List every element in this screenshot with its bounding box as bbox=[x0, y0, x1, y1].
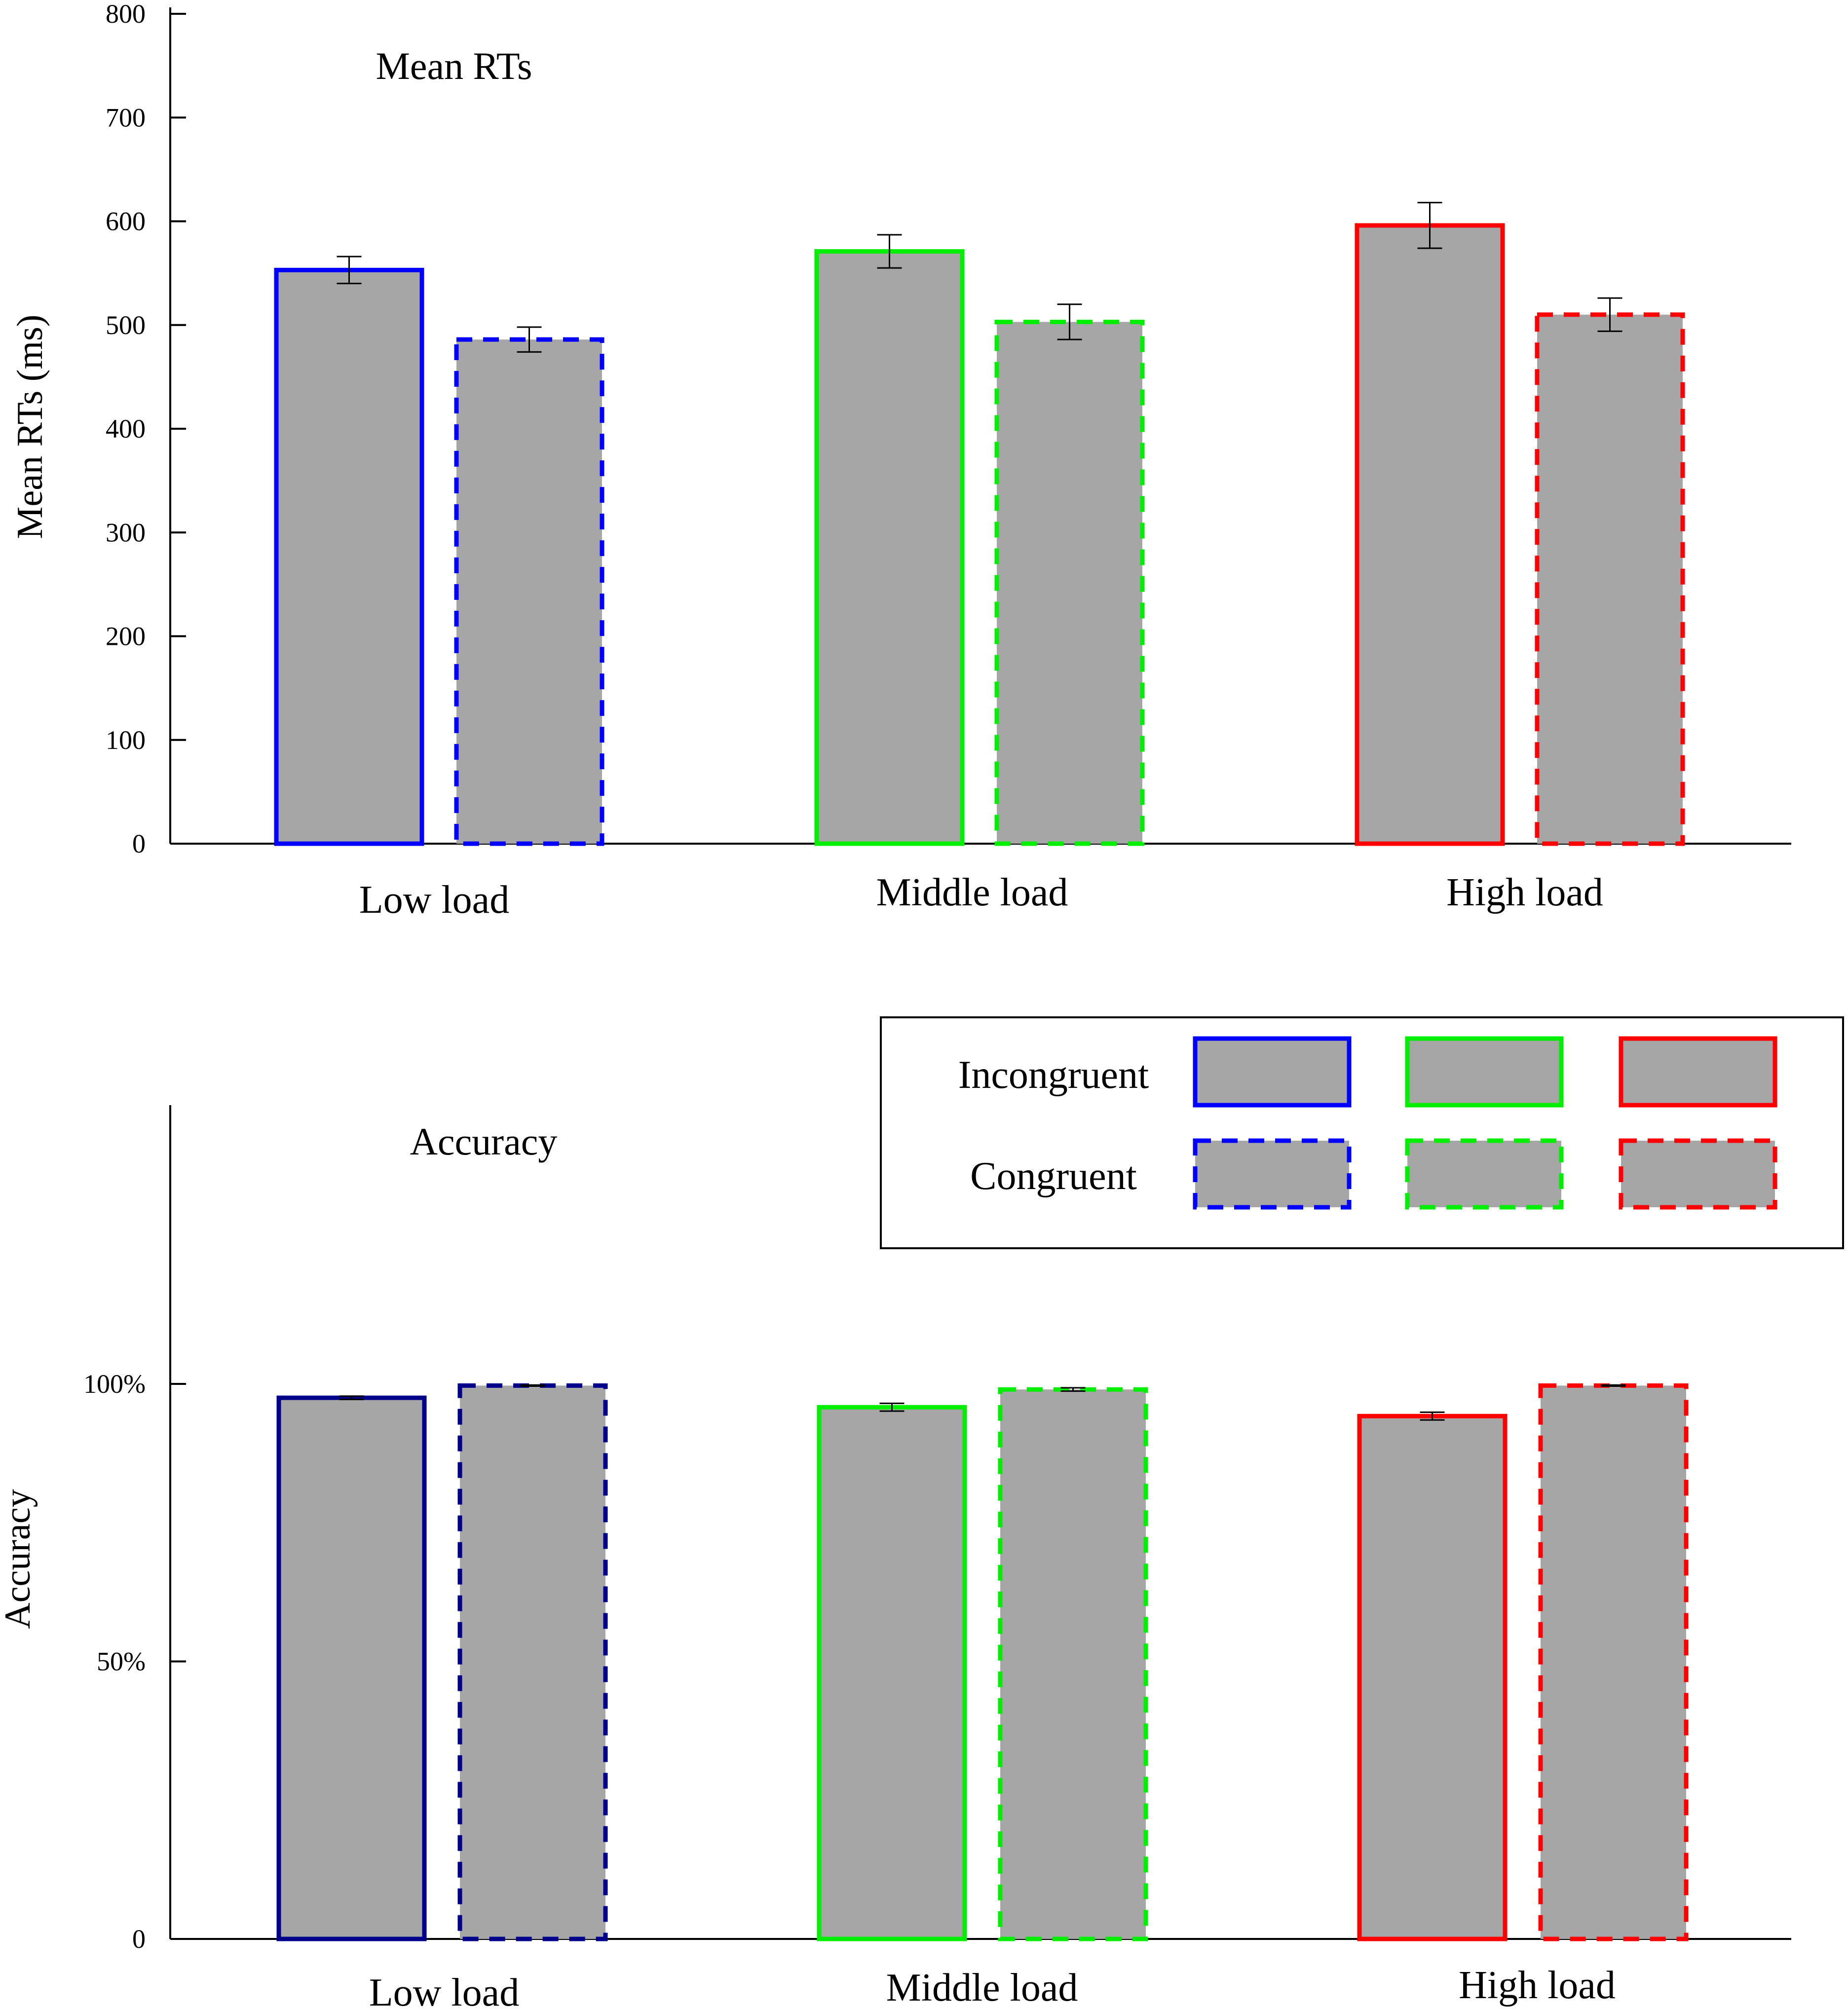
y-tick-label: 700 bbox=[106, 103, 146, 132]
bar-incongruent bbox=[276, 1395, 427, 1941]
x-category-label: Low load bbox=[359, 878, 509, 922]
y-tick-label: 0 bbox=[132, 829, 146, 858]
bar-incongruent bbox=[817, 1405, 967, 1941]
legend-swatch bbox=[1619, 1138, 1777, 1210]
x-category-label: Middle load bbox=[876, 871, 1068, 914]
legend-label: Congruent bbox=[970, 1154, 1137, 1198]
accuracy-chart: 0 50% 100% Accuracy Accuracy Low load Middle l… bbox=[0, 1105, 1791, 2010]
y-axis-label: Mean RTs (ms) bbox=[10, 315, 50, 539]
bar-incongruent bbox=[814, 249, 965, 846]
rt-chart: 0 100 200 300 400 500 600 700 800 Mean RTs Mean RT… bbox=[10, 0, 1791, 922]
x-category-label: High load bbox=[1459, 1964, 1616, 2007]
y-tick-label: 400 bbox=[106, 414, 146, 444]
bar-incongruent bbox=[1355, 223, 1505, 846]
legend-swatch bbox=[1405, 1138, 1564, 1210]
chart-title: Mean RTs bbox=[376, 44, 532, 87]
y-tick-label: 200 bbox=[106, 622, 146, 651]
y-tick-label: 500 bbox=[106, 310, 146, 340]
y-tick-label: 600 bbox=[106, 207, 146, 236]
bar-congruent bbox=[1535, 312, 1685, 846]
x-category-label: Middle load bbox=[886, 1966, 1078, 2010]
y-tick-label: 800 bbox=[106, 0, 146, 29]
y-tick-label: 0 bbox=[132, 1924, 146, 1954]
bar-congruent bbox=[1538, 1383, 1689, 1941]
y-axis-label: Accuracy bbox=[0, 1489, 38, 1629]
legend-swatch bbox=[1619, 1036, 1777, 1108]
y-tick-label: 50% bbox=[97, 1647, 146, 1676]
x-category-label: Low load bbox=[369, 1971, 519, 2010]
bar-congruent bbox=[454, 337, 604, 846]
legend-swatch bbox=[1405, 1036, 1564, 1108]
legend-swatch bbox=[1193, 1138, 1352, 1210]
legend: Incongruent Congruent bbox=[880, 1016, 1844, 1249]
x-category-label: High load bbox=[1446, 871, 1603, 914]
y-tick-label: 100% bbox=[83, 1369, 146, 1399]
bar-incongruent bbox=[1357, 1414, 1508, 1941]
chart-title: Accuracy bbox=[410, 1120, 558, 1163]
legend-swatch bbox=[1193, 1036, 1352, 1108]
bar-congruent bbox=[998, 1387, 1148, 1941]
bar-congruent bbox=[994, 319, 1145, 846]
y-tick-label: 300 bbox=[106, 518, 146, 547]
y-tick-label: 100 bbox=[106, 725, 146, 755]
bar-incongruent bbox=[274, 267, 424, 846]
bar-congruent bbox=[457, 1383, 608, 1941]
legend-label: Incongruent bbox=[958, 1053, 1149, 1097]
